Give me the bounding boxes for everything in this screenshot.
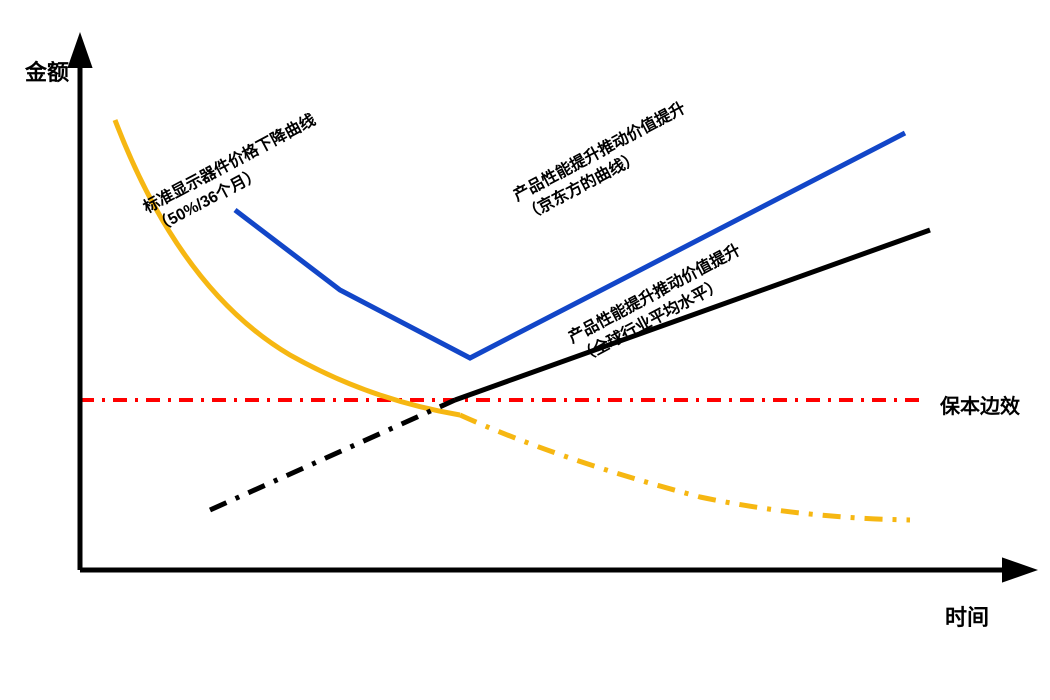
- chart-svg: [0, 0, 1050, 700]
- x-axis-label: 时间: [945, 600, 989, 632]
- breakeven-label: 保本边效: [940, 390, 1020, 419]
- x-axis-arrowhead: [1002, 557, 1038, 582]
- price-decline-curve-dash: [460, 415, 910, 520]
- y-axis-arrowhead: [67, 32, 92, 68]
- value-avg-curve-dash: [210, 400, 455, 510]
- y-axis-label: 金额: [25, 55, 69, 87]
- chart-container: 金额 时间 保本边效 标准显示器件价格下降曲线 （50%/36个月） 产品性能提…: [0, 0, 1050, 700]
- value-avg-curve-solid: [455, 230, 930, 400]
